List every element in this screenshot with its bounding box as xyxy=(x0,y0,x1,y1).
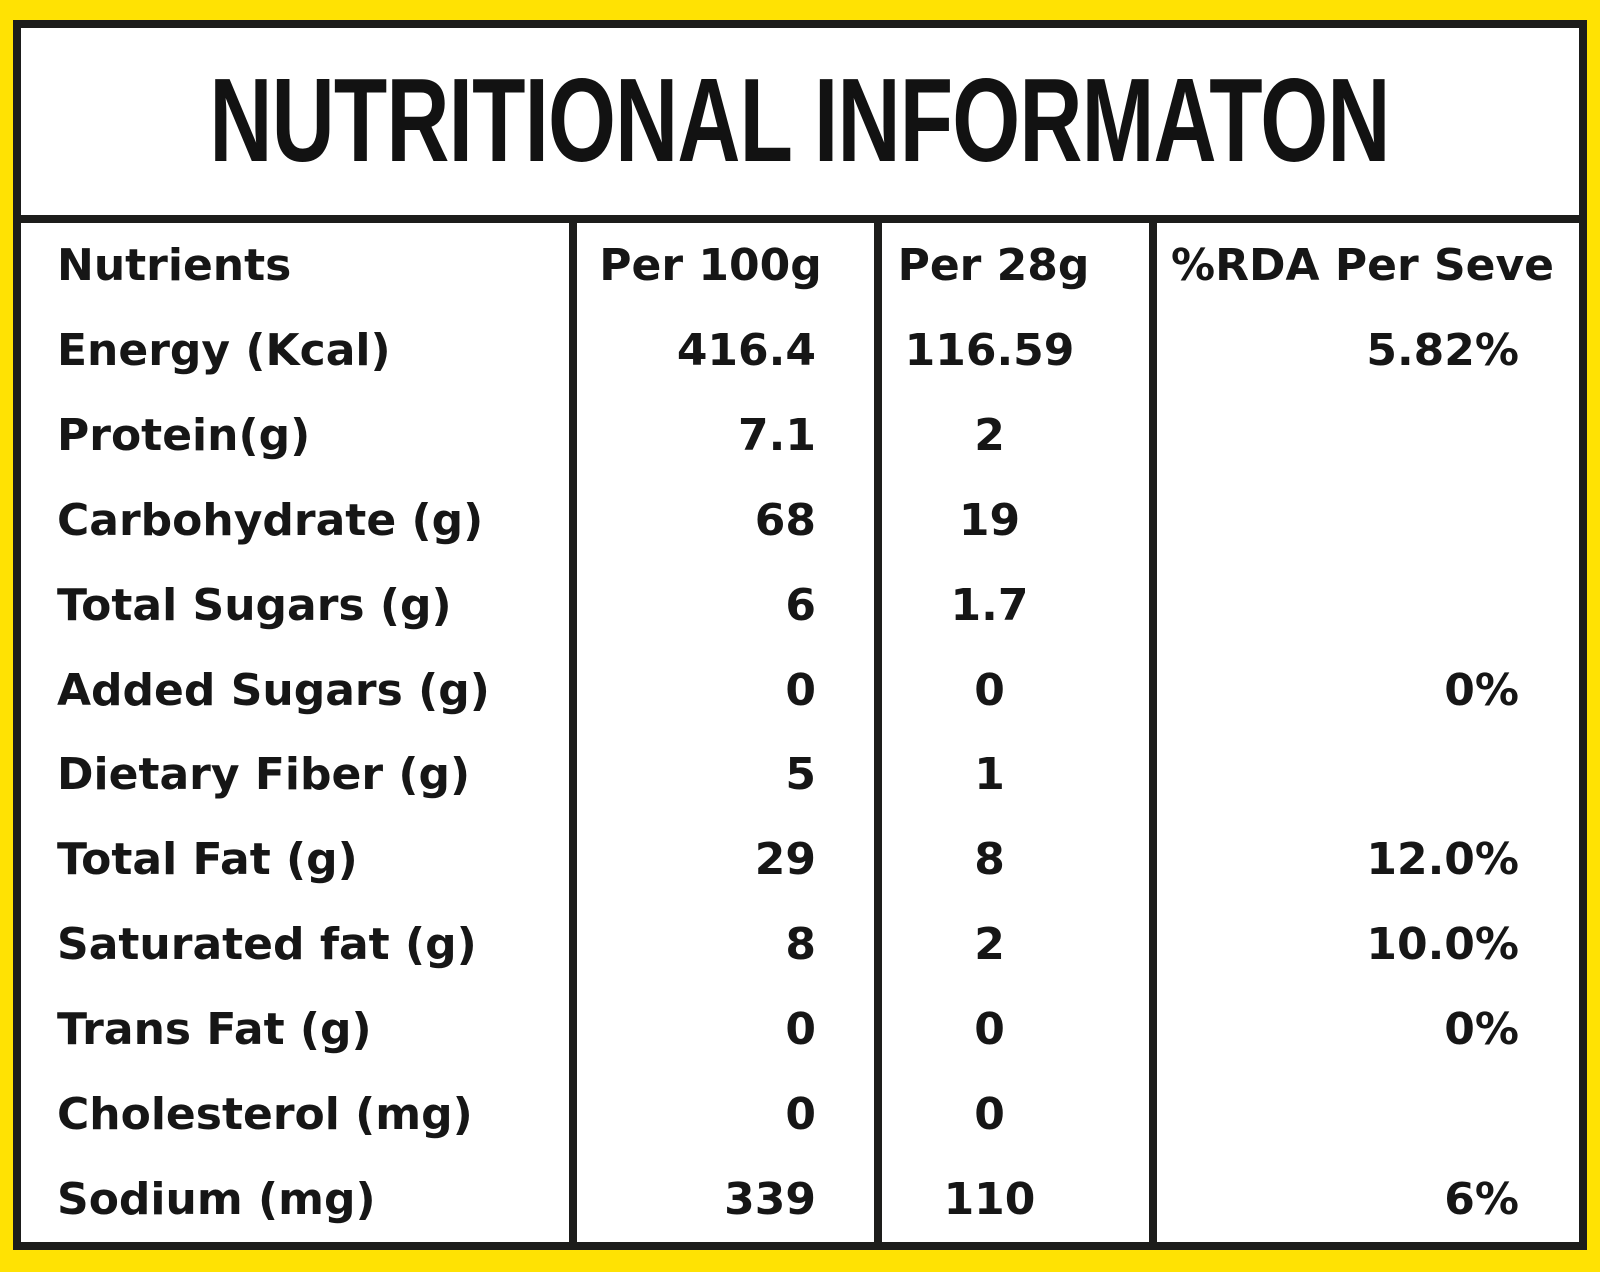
nutrient-label: Energy (Kcal) xyxy=(57,324,391,376)
title-bar: NUTRITIONAL INFORMATON xyxy=(21,28,1579,223)
value-rda: 6% xyxy=(1149,1157,1579,1242)
value-rda: 12.0% xyxy=(1149,817,1579,903)
value-rda: 0% xyxy=(1149,647,1579,733)
value-per-100g: 6 xyxy=(569,562,874,648)
value-per-100g: 0 xyxy=(569,647,874,733)
value-per-28g: 0 xyxy=(874,647,1149,733)
value-per-100g: 0 xyxy=(569,987,874,1073)
value-rda: 0% xyxy=(1149,987,1579,1073)
column-header-per-100g: Per 100g xyxy=(569,223,874,308)
nutrient-label: Sodium (mg) xyxy=(57,1174,376,1226)
nutrient-label: Added Sugars (g) xyxy=(57,664,490,716)
nutrient-label: Total Fat (g) xyxy=(57,834,358,886)
value-per-28g: 110 xyxy=(874,1157,1149,1242)
nutrient-label: Cholesterol (mg) xyxy=(57,1089,473,1141)
nutrient-label: Saturated fat (g) xyxy=(57,919,477,971)
column-header-rda: %RDA Per Seve xyxy=(1149,223,1579,308)
value-per-100g: 5 xyxy=(569,732,874,818)
value-rda xyxy=(1149,1072,1579,1158)
nutrient-label: Trans Fat (g) xyxy=(57,1004,372,1056)
nutrient-label: Protein(g) xyxy=(57,409,311,461)
value-rda xyxy=(1149,477,1579,563)
value-per-28g: 8 xyxy=(874,817,1149,903)
value-per-28g: 0 xyxy=(874,1072,1149,1158)
nutrient-label: Total Sugars (g) xyxy=(57,579,452,631)
value-rda: 5.82% xyxy=(1149,307,1579,393)
value-per-100g: 0 xyxy=(569,1072,874,1158)
value-per-28g: 1.7 xyxy=(874,562,1149,648)
nutrient-label: Carbohydrate (g) xyxy=(57,494,484,546)
value-rda xyxy=(1149,732,1579,818)
value-rda xyxy=(1149,562,1579,648)
value-per-28g: 2 xyxy=(874,392,1149,478)
column-header-nutrients: Nutrients xyxy=(57,239,292,291)
value-per-100g: 7.1 xyxy=(569,392,874,478)
value-per-100g: 339 xyxy=(569,1157,874,1242)
value-rda: 10.0% xyxy=(1149,902,1579,988)
value-rda xyxy=(1149,392,1579,478)
nutrition-table: Nutrients Per 100g Per 28g %RDA Per Seve… xyxy=(21,223,1579,1242)
column-header-per-28g: Per 28g xyxy=(874,223,1149,308)
value-per-100g: 416.4 xyxy=(569,307,874,393)
value-per-28g: 2 xyxy=(874,902,1149,988)
value-per-100g: 8 xyxy=(569,902,874,988)
value-per-28g: 0 xyxy=(874,987,1149,1073)
value-per-28g: 19 xyxy=(874,477,1149,563)
page-title: NUTRITIONAL INFORMATON xyxy=(209,54,1391,188)
value-per-28g: 1 xyxy=(874,732,1149,818)
label-panel: NUTRITIONAL INFORMATON Nutrients Per 100… xyxy=(13,20,1587,1250)
value-per-100g: 29 xyxy=(569,817,874,903)
nutrient-label: Dietary Fiber (g) xyxy=(57,749,471,801)
value-per-28g: 116.59 xyxy=(874,307,1149,393)
value-per-100g: 68 xyxy=(569,477,874,563)
